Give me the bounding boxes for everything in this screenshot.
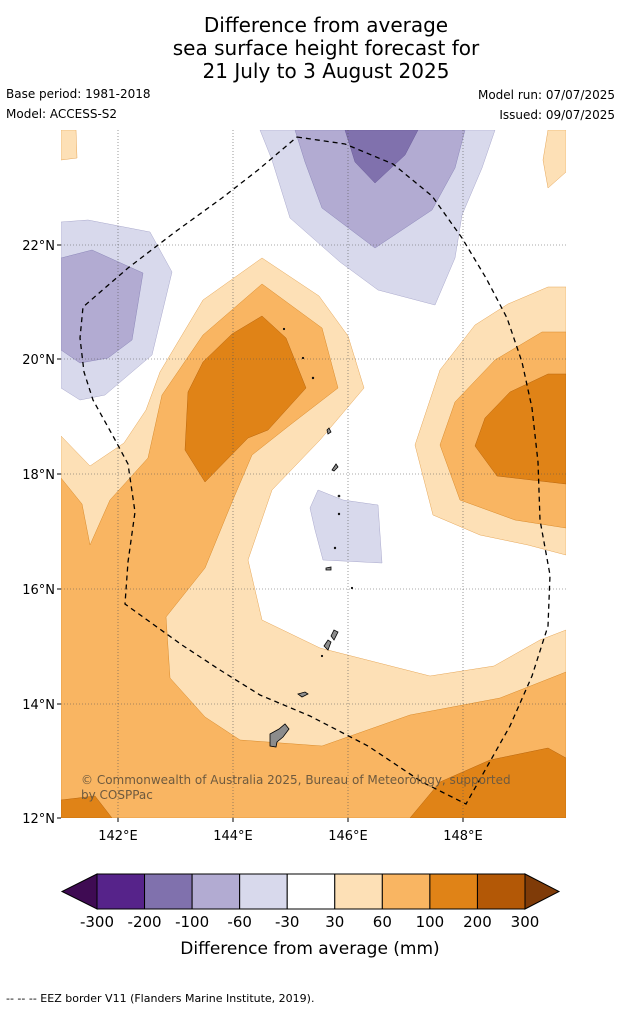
contour-30-60-top-right <box>542 130 566 189</box>
colorbar: -300 -200 -100 -60 -30 30 60 100 200 300 Differen… <box>60 873 561 959</box>
colorbar-tick-label: -30 <box>275 913 300 931</box>
colorbar-swatch <box>191 873 241 910</box>
lat-label-12: 12°N <box>22 812 55 827</box>
colorbar-tick-labels: -300 -200 -100 -60 -30 30 60 100 200 300 <box>80 913 539 931</box>
lat-label-14: 14°N <box>22 698 55 713</box>
island-tinian <box>323 639 332 651</box>
contour-neg60-neg100-north <box>294 130 466 249</box>
copyright-notice-line-1: © Commonwealth of Australia 2025, Bureau… <box>81 773 511 787</box>
colorbar-extend-low <box>60 873 98 910</box>
colorbar-tick-label: 200 <box>463 913 492 931</box>
colorbar-tick-label: 60 <box>373 913 392 931</box>
lon-label-148: 148°E <box>443 829 483 844</box>
contour-100-200-west <box>184 315 307 483</box>
colorbar-swatch <box>239 873 288 910</box>
island-small-2 <box>337 512 341 516</box>
contour-100-200-southeast <box>409 747 566 818</box>
contour-layers: © Commonwealth of Australia 2025, Bureau… <box>61 130 566 818</box>
island-anatahan <box>325 566 332 571</box>
model-run-label: Model run: 07/07/2025 <box>477 88 615 102</box>
colorbar-tick-label: -60 <box>227 913 252 931</box>
colorbar-swatch <box>381 873 431 910</box>
colorbar-tick-label: 300 <box>511 913 540 931</box>
contour-30-60-top-left <box>61 130 78 161</box>
contour-100-200-east <box>474 373 566 485</box>
colorbar-tick-label: -200 <box>128 913 162 931</box>
island-small-1 <box>337 494 341 498</box>
lat-label-20: 20°N <box>22 353 55 368</box>
issued-label: Issued: 09/07/2025 <box>499 108 615 122</box>
model-label: Model: ACCESS-S2 <box>6 107 118 121</box>
colorbar-swatch <box>429 873 478 910</box>
island-markers <box>269 327 354 748</box>
island-agrihan <box>326 427 332 435</box>
colorbar-swatch <box>286 873 336 910</box>
lon-label-144: 144°E <box>213 829 253 844</box>
island-guam <box>269 723 290 748</box>
contour-neg30-neg60-central <box>309 489 383 564</box>
island-saipan <box>330 629 339 641</box>
colorbar-swatch <box>96 873 146 910</box>
island-small-7 <box>282 327 286 331</box>
sea-surface-height-map: © Commonwealth of Australia 2025, Bureau… <box>22 130 566 844</box>
title-line-1: Difference from average <box>203 13 449 37</box>
colorbar-tick-label: 30 <box>325 913 344 931</box>
contour-neg100-neg200-north <box>344 130 419 184</box>
latitude-labels: 22°N 20°N 18°N 16°N 14°N 12°N <box>22 239 55 827</box>
base-period-label: Base period: 1981-2018 <box>6 87 151 101</box>
colorbar-extend-high <box>524 873 561 910</box>
island-small-8 <box>320 654 324 658</box>
gridlines <box>61 130 566 818</box>
lon-label-146: 146°E <box>328 829 368 844</box>
longitude-labels: 142°E 144°E 146°E 148°E <box>98 829 483 844</box>
colorbar-label: Difference from average (mm) <box>180 939 439 959</box>
lat-label-16: 16°N <box>22 583 55 598</box>
title-line-3: 21 July to 3 August 2025 <box>202 59 450 83</box>
colorbar-swatch <box>334 873 383 910</box>
island-small-6 <box>301 356 305 360</box>
lat-label-22: 22°N <box>22 239 55 254</box>
copyright-notice-line-2: by COSPPac <box>81 788 153 802</box>
colorbar-swatch <box>476 873 526 910</box>
contour-100-200-southwest <box>61 795 113 818</box>
island-rota <box>297 691 309 698</box>
island-pagan <box>331 463 339 472</box>
colorbar-swatches <box>60 873 561 910</box>
contour-neg60-neg100-west <box>61 249 144 364</box>
island-small-5 <box>311 376 315 380</box>
title-line-2: sea surface height forecast for <box>172 36 480 60</box>
chart-title: Difference from average sea surface heig… <box>0 14 621 83</box>
island-small-4 <box>350 586 354 590</box>
lon-label-142: 142°E <box>98 829 138 844</box>
colorbar-tick-label: 100 <box>416 913 445 931</box>
lat-label-18: 18°N <box>22 468 55 483</box>
colorbar-tick-label: -100 <box>175 913 209 931</box>
island-small-3 <box>333 546 337 550</box>
colorbar-swatch <box>144 873 193 910</box>
axis-ticks <box>57 244 464 822</box>
colorbar-tick-label: -300 <box>80 913 114 931</box>
eez-footnote: -- -- -- EEZ border V11 (Flanders Marine… <box>6 992 315 1005</box>
